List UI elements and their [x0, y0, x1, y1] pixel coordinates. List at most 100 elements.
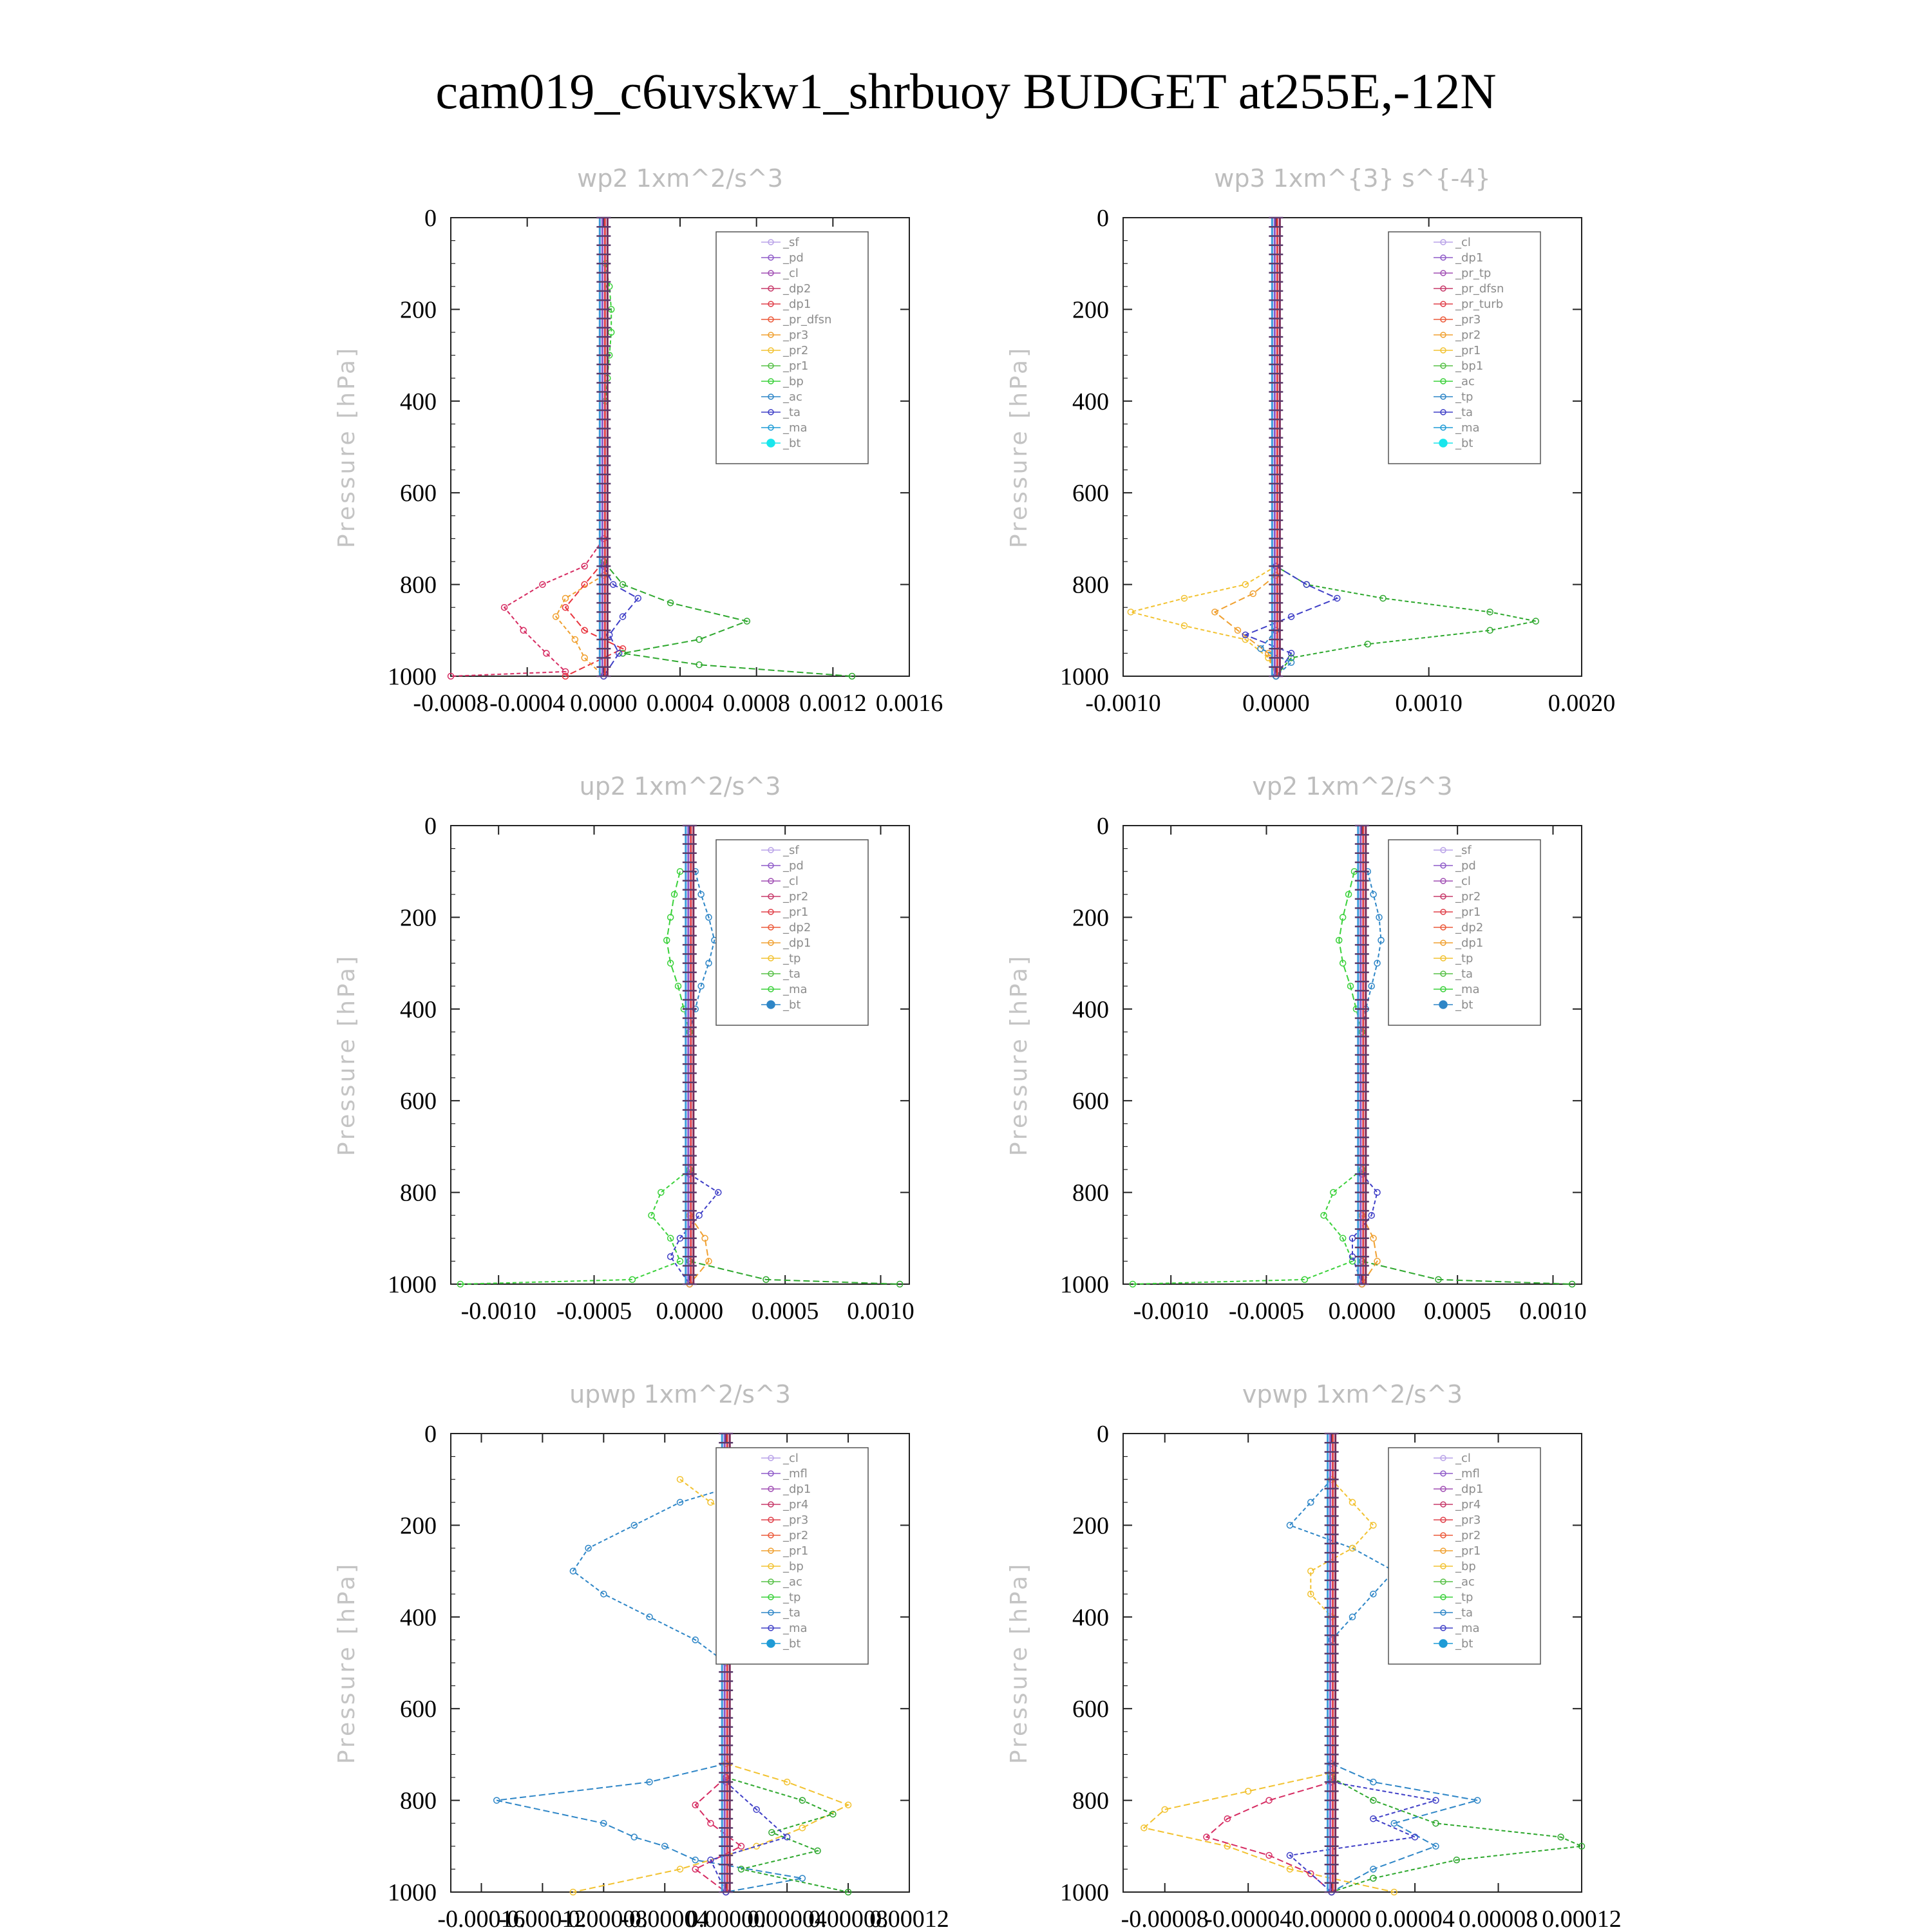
y-tick-label: 800: [400, 1788, 437, 1815]
data-point: [1374, 960, 1381, 967]
x-tick-label: -0.00012: [498, 1906, 586, 1932]
series-line: [603, 565, 639, 677]
series-line: [1132, 1169, 1363, 1285]
x-tick-label: 0.0000: [1329, 1298, 1396, 1325]
legend-marker: [1440, 1625, 1446, 1631]
y-tick-label: 400: [400, 996, 437, 1023]
data-point: [1349, 1499, 1356, 1506]
data-point: [737, 1842, 745, 1850]
legend-box: [715, 839, 869, 1026]
data-point: [1347, 982, 1354, 990]
legend-marker: [1440, 893, 1446, 900]
legend-entry: _pr3: [782, 328, 808, 342]
legend-entry: _pr_tp: [1455, 267, 1491, 280]
data-point: [844, 1888, 852, 1896]
legend-entry: _ma: [1455, 1622, 1480, 1635]
legend-box: [715, 231, 869, 464]
legend-entry: _ta: [782, 406, 800, 419]
data-point: [663, 936, 670, 944]
legend-entry: _pr3: [1455, 313, 1481, 327]
legend-marker: [1440, 301, 1446, 307]
legend-marker: [766, 439, 775, 448]
data-point: [581, 562, 588, 570]
legend-marker: [768, 393, 774, 400]
legend-entry: _pr1: [782, 359, 808, 373]
chart-panel-1: wp3 1xm^{3} s^{-4} Pressure [hPa] 0 200 400 6…: [1006, 164, 1615, 717]
y-tick-label: 800: [1072, 572, 1109, 599]
data-point: [1320, 1211, 1327, 1219]
data-point: [539, 581, 546, 588]
data-point: [676, 1499, 684, 1506]
data-point: [630, 1833, 638, 1841]
data-point: [1339, 1235, 1347, 1242]
legend-marker: [1440, 909, 1446, 915]
series-line: [496, 1763, 803, 1893]
legend-marker: [1440, 940, 1446, 946]
x-tick-label: -0.0008: [413, 690, 488, 717]
legend-marker: [1440, 1470, 1446, 1477]
legend-marker: [1440, 363, 1446, 369]
series-line: [1331, 1763, 1478, 1893]
legend-entry: _bp: [782, 1560, 804, 1573]
x-tick-label: -0.00004: [1204, 1906, 1292, 1932]
legend: _cl _mfl_dp1 _pr4 _pr3 _pr2 _pr1 _bp _ac _tp _ta _…: [1388, 1447, 1541, 1665]
x-tick-label: -0.00008: [1121, 1906, 1209, 1932]
data-point: [1286, 1852, 1294, 1859]
legend-entry: _pd: [1455, 859, 1476, 873]
panel-title: vp2 1xm^2/s^3: [1252, 772, 1452, 800]
data-point: [715, 1189, 722, 1196]
legend-marker: [768, 971, 774, 977]
legend-marker: [768, 409, 774, 415]
legend-marker: [768, 1594, 774, 1600]
legend-entry: _dp2: [782, 282, 811, 296]
legend-entry: _bt: [782, 437, 800, 450]
y-tick-label: 1000: [388, 1879, 437, 1906]
data-point: [701, 1235, 708, 1242]
legend-entry: _mfl: [1455, 1467, 1480, 1481]
legend-entry: _dp2: [1455, 921, 1483, 934]
legend-marker: [768, 332, 774, 338]
legend-marker: [1440, 1501, 1446, 1508]
data-point: [1211, 609, 1218, 616]
y-tick-label: 600: [400, 1088, 437, 1115]
data-point: [1370, 1815, 1377, 1823]
x-tick-label: -0.0004: [489, 690, 565, 717]
legend-marker: [1440, 1532, 1446, 1539]
legend-marker: [768, 1625, 774, 1631]
legend-marker: [768, 239, 774, 245]
legend-entry: _pr4: [782, 1498, 808, 1511]
y-tick-label: 1000: [388, 1271, 437, 1298]
legend-entry: _pr1: [782, 1544, 808, 1558]
data-point: [581, 654, 588, 661]
data-point: [1345, 891, 1352, 898]
legend-entry: _ta: [782, 967, 800, 981]
data-point: [1557, 1833, 1564, 1841]
data-point: [1224, 1815, 1231, 1823]
legend-marker: [768, 1517, 774, 1523]
x-tick-label: -0.0010: [461, 1298, 536, 1325]
x-tick-label: 0.0020: [1548, 690, 1616, 717]
data-point: [1287, 659, 1295, 666]
series-line: [670, 1173, 719, 1285]
y-axis-label: Pressure [hPa]: [1006, 1562, 1032, 1764]
data-point: [571, 636, 579, 643]
legend-marker: [1440, 409, 1446, 415]
data-point: [1286, 1522, 1294, 1529]
series-line: [666, 871, 690, 1032]
legend-entry: _cl: [1455, 1452, 1471, 1465]
data-point: [552, 613, 560, 620]
data-point: [658, 1189, 665, 1196]
data-point: [696, 636, 703, 643]
legend-marker: [768, 1578, 774, 1585]
legend-marker: [768, 909, 774, 915]
y-tick-label: 0: [1097, 205, 1109, 232]
data-point: [543, 650, 550, 657]
y-tick-label: 0: [1097, 813, 1109, 840]
data-point: [619, 581, 627, 588]
legend-entry: _dp2: [782, 921, 811, 934]
data-point: [1370, 1866, 1377, 1873]
y-tick-label: 1000: [1060, 663, 1109, 690]
data-point: [1339, 960, 1347, 967]
y-tick-label: 600: [400, 480, 437, 507]
series-line: [1259, 630, 1293, 677]
